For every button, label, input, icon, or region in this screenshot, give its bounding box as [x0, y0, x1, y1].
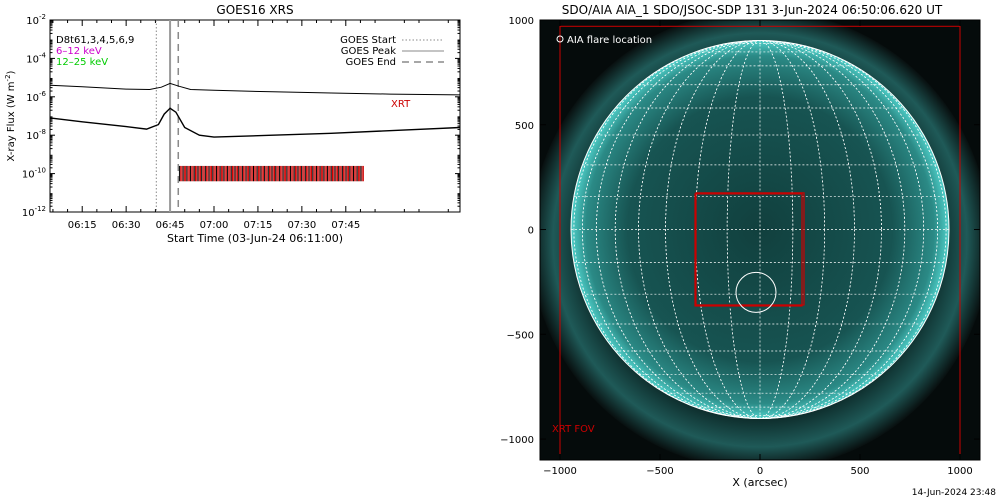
aia-y-axis: 1000 500 0 −500 −1000: [500, 16, 980, 446]
longitude-line: [573, 40, 947, 419]
xrt-pointing-box: [695, 192, 805, 306]
goes-legend-high-channel: 12–25 keV: [56, 57, 108, 68]
aia-y-tick-label: 500: [515, 121, 534, 132]
goes-legend-peak: GOES Peak: [341, 46, 396, 57]
aia-fov-label: XRT FOV: [552, 424, 595, 435]
goes-y-tick-label: 10-6: [26, 90, 46, 104]
goes-xlabel: Start Time (03-Jun-24 06:11:00): [167, 232, 343, 245]
goes-legend-satellite: D8t61,3,4,5,6,9: [56, 35, 134, 46]
aia-y-tick-label: −1000: [500, 435, 534, 446]
goes-x-tick-label: 07:45: [331, 220, 360, 231]
aia-map-chart: SDO/AIA AIA_1 SDO/JSOC-SDP 131 3-Jun-202…: [500, 3, 981, 489]
aia-x-tick-label: 0: [757, 466, 763, 477]
aia-legend-text: AIA flare location: [567, 35, 652, 46]
xrt-observation-ticks: [178, 165, 364, 182]
goes-plot-frame: [49, 19, 461, 213]
goes-legend-start: GOES Start: [340, 35, 396, 46]
goes-y-axis: 10-2 10-4 10-6 10-8 10-10 10-12: [22, 13, 460, 219]
goes-x-tick-label: 07:30: [287, 220, 316, 231]
goes-y-tick-label: 10-2: [26, 13, 46, 27]
goes-event-markers: [155, 20, 180, 212]
goes-y-tick-label: 10-12: [22, 205, 46, 219]
solar-limb: [570, 40, 950, 420]
goes-y-tick-label: 10-4: [26, 51, 46, 65]
goes-xrt-label: XRT: [391, 99, 411, 110]
goes-ylabel: X-ray Flux (W m-2): [4, 70, 17, 161]
aia-xlabel: X (arcsec): [732, 476, 787, 489]
aia-y-tick-label: −500: [507, 330, 534, 341]
goes-y-tick-label: 10-8: [26, 128, 46, 142]
goes-title: GOES16 XRS: [216, 3, 293, 17]
goes-x-tick-label: 06:15: [68, 220, 97, 231]
goes-y-tick-label: 10-10: [22, 167, 46, 181]
footer-timestamp: 14-Jun-2024 23:48: [912, 488, 996, 498]
goes-series-2: [50, 107, 460, 138]
aia-x-tick-label: 1000: [947, 466, 972, 477]
aia-x-tick-label: 500: [850, 466, 869, 477]
goes-flux-series: [50, 82, 460, 138]
goes-x-axis: 06:15 06:30 06:45 07:00 07:15 07:30 07:45: [52, 20, 449, 231]
goes-x-tick-label: 07:15: [244, 220, 273, 231]
flare-location-circle: [735, 271, 777, 313]
heliographic-grid: [570, 40, 950, 420]
aia-y-tick-label: 1000: [509, 16, 534, 27]
aia-legend-circle: [556, 35, 564, 43]
aia-x-tick-label: −1000: [543, 466, 577, 477]
longitude-line: [582, 40, 938, 419]
aia-x-tick-label: −500: [646, 466, 673, 477]
aia-y-tick-label: 0: [528, 226, 534, 237]
goes-legend-low-channel: 6–12 keV: [56, 46, 102, 57]
goes-x-tick-label: 06:45: [156, 220, 185, 231]
goes-x-tick-label: 06:30: [112, 220, 141, 231]
goes-series-1: [50, 82, 460, 96]
xrt-pointing-box: [694, 193, 803, 307]
xrt-pointing-boxes: [694, 192, 805, 307]
goes-xrs-chart: GOES16 XRS 10-2 10-4 10-6 10-8 10-10 10-12 06…: [4, 3, 461, 245]
aia-title: SDO/AIA AIA_1 SDO/JSOC-SDP 131 3-Jun-202…: [562, 3, 943, 17]
goes-x-tick-label: 07:00: [200, 220, 229, 231]
aia-x-axis: −1000 −500 0 500 1000: [543, 20, 973, 477]
longitude-line: [638, 40, 882, 419]
xrt-fov-box: [559, 25, 961, 460]
goes-legend-end: GOES End: [346, 57, 396, 68]
